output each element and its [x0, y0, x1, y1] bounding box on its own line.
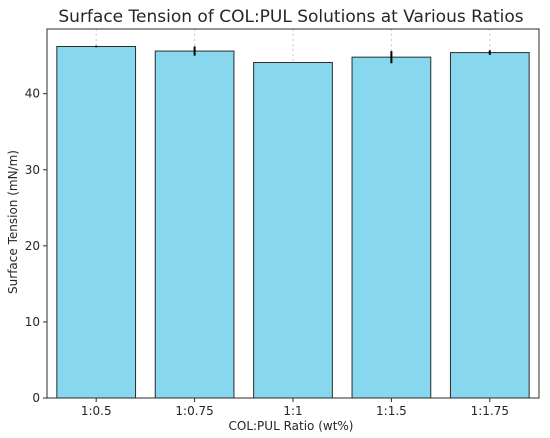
y-tick-label: 0 — [32, 391, 40, 405]
y-axis-label: Surface Tension (mN/m) — [6, 150, 20, 294]
y-tick-label: 10 — [25, 315, 40, 329]
x-axis-ticks: 1:0.5 1:0.75 1:1 1:1.5 1:1.75 — [81, 398, 509, 418]
x-tick-label: 1:1.75 — [471, 404, 509, 418]
x-axis-label: COL:PUL Ratio (wt%) — [229, 419, 354, 433]
bar — [56, 45, 137, 399]
x-tick-label: 1:0.5 — [81, 404, 112, 418]
x-tick-label: 1:1.5 — [376, 404, 407, 418]
bar — [351, 56, 432, 399]
x-tick-label: 1:1 — [283, 404, 302, 418]
x-tick-label: 1:0.75 — [175, 404, 213, 418]
error-bars — [95, 45, 491, 64]
y-tick-label: 20 — [25, 239, 40, 253]
bars — [56, 45, 530, 399]
bar — [449, 52, 530, 399]
bar — [253, 61, 333, 399]
y-tick-label: 40 — [25, 87, 40, 101]
bar — [154, 50, 235, 399]
y-axis-ticks: 0 10 20 30 40 — [25, 87, 47, 405]
chart-title: Surface Tension of COL:PUL Solutions at … — [58, 7, 523, 27]
y-tick-label: 30 — [25, 163, 40, 177]
